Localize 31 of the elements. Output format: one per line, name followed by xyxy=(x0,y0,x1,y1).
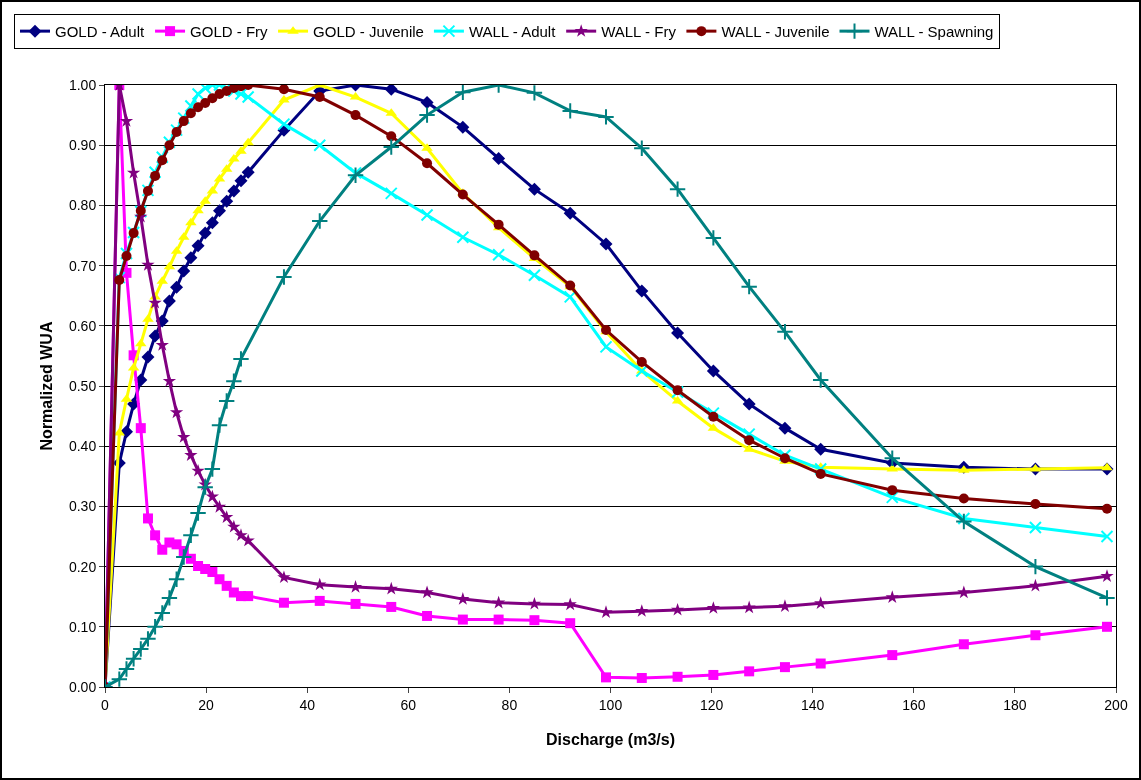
x-tick-label: 100 xyxy=(598,696,623,713)
x-tick-label: 200 xyxy=(1104,696,1128,713)
x-tick-label: 80 xyxy=(501,696,518,713)
y-tick-label: 0.60 xyxy=(68,317,97,334)
y-tick-label: 0.30 xyxy=(68,498,97,515)
legend-label: WALL - Adult xyxy=(468,22,557,40)
legend-label: WALL - Fry xyxy=(601,22,677,40)
y-tick-label: 0.80 xyxy=(68,197,97,214)
y-tick-label: 0.90 xyxy=(68,137,97,154)
x-tick-label: 0 xyxy=(101,696,110,713)
y-axis-title: Normalized WUA xyxy=(37,321,55,451)
x-tick-label: 60 xyxy=(400,696,417,713)
x-tick-label: 140 xyxy=(801,696,825,713)
legend-label: WALL - Spawning xyxy=(874,22,994,40)
y-tick-label: 0.70 xyxy=(68,257,97,274)
x-tick-label: 40 xyxy=(299,696,316,713)
legend-label: GOLD - Juvenile xyxy=(313,22,424,40)
y-tick-label: 0.00 xyxy=(68,678,97,695)
y-tick-label: 0.10 xyxy=(68,618,97,635)
x-tick-label: 180 xyxy=(1003,696,1027,713)
legend-label: GOLD - Adult xyxy=(55,22,146,40)
legend-label: GOLD - Fry xyxy=(190,22,269,40)
legend-label: WALL - Juvenile xyxy=(721,22,830,40)
y-tick-label: 1.00 xyxy=(68,76,97,93)
x-tick-label: 160 xyxy=(902,696,926,713)
x-tick-label: 20 xyxy=(198,696,215,713)
y-tick-label: 0.50 xyxy=(68,377,97,394)
y-tick-label: 0.20 xyxy=(68,558,97,575)
y-tick-label: 0.40 xyxy=(68,438,97,455)
x-axis-title: Discharge (m3/s) xyxy=(546,731,675,748)
x-tick-label: 120 xyxy=(699,696,724,713)
